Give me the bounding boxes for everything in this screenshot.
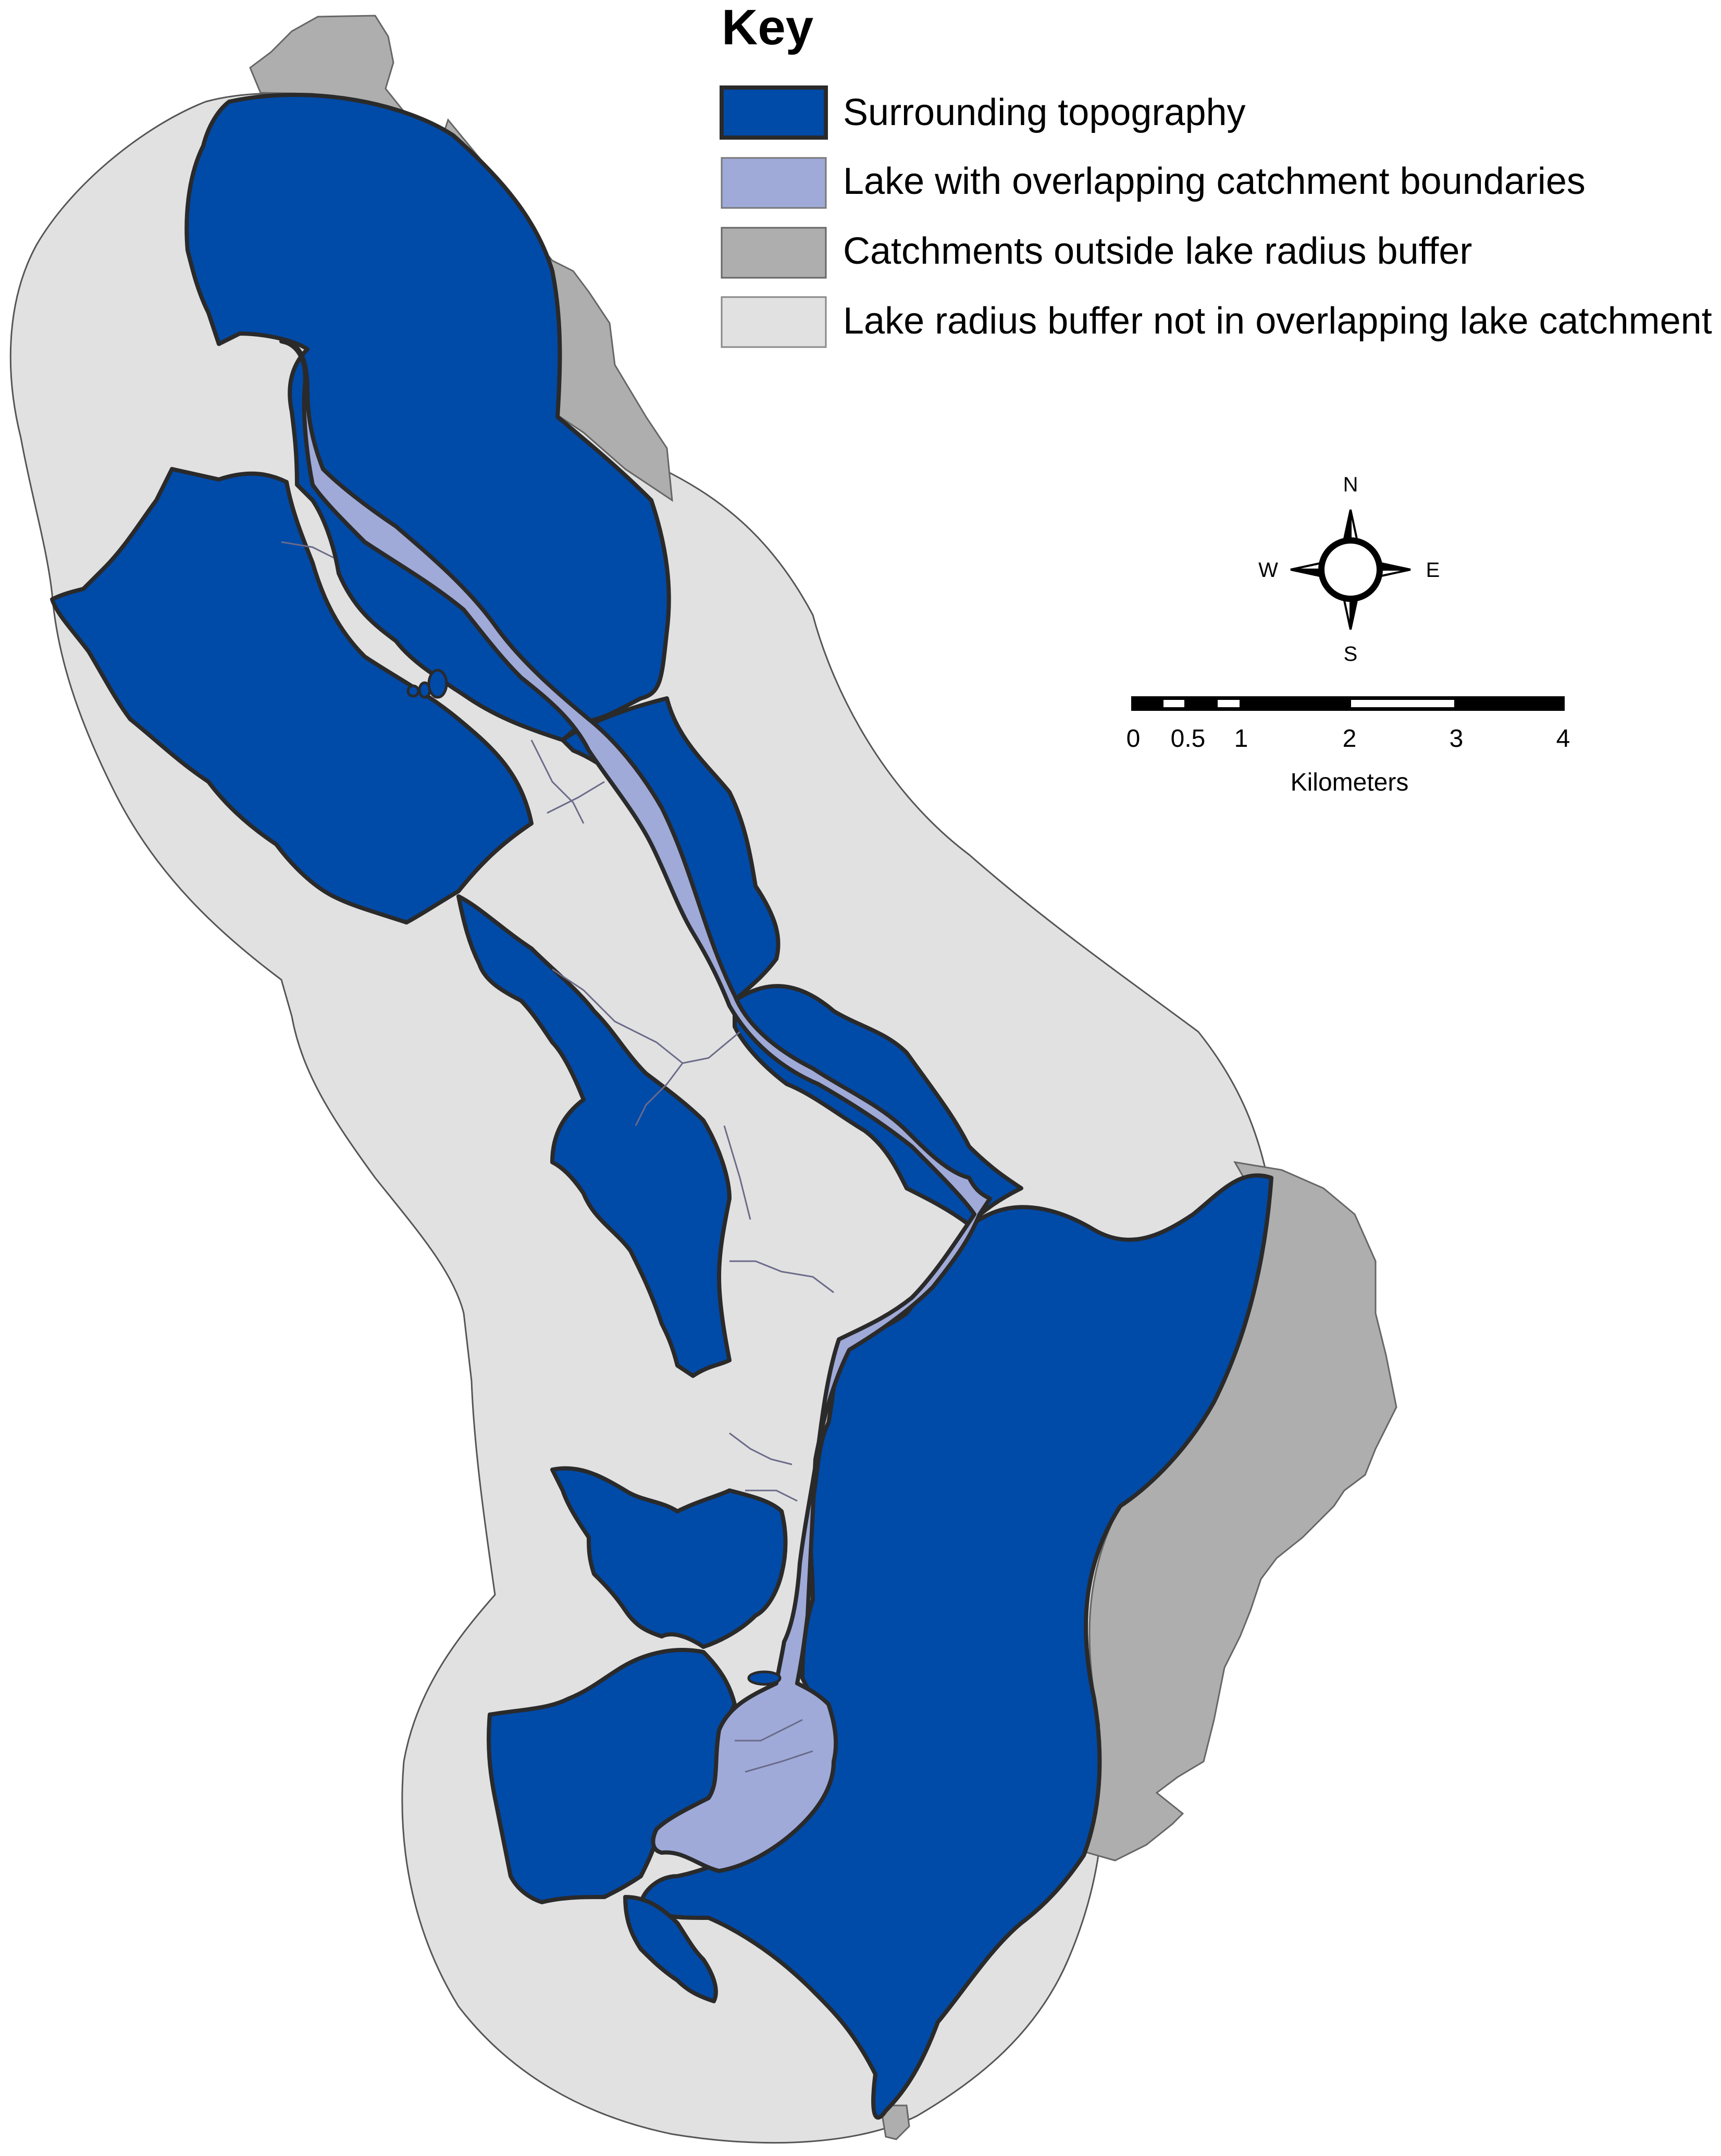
legend-swatch bbox=[721, 227, 827, 279]
compass-south-label: S bbox=[1344, 643, 1358, 666]
legend: Key Surrounding topography Lake with ove… bbox=[720, 0, 1712, 348]
topography-west bbox=[50, 467, 534, 925]
scale-tick-label: 0 bbox=[1126, 725, 1141, 753]
scale-tick-label: 3 bbox=[1450, 725, 1464, 753]
scale-unit-label: Kilometers bbox=[1291, 769, 1409, 796]
lake bbox=[279, 339, 992, 1873]
compass-east-label: E bbox=[1426, 559, 1440, 582]
topography-southwest-island bbox=[550, 1466, 788, 1649]
topography-west-middle bbox=[456, 894, 732, 1378]
legend-label: Lake with overlapping catchment boundari… bbox=[843, 161, 1586, 202]
compass-west-label: W bbox=[1258, 559, 1278, 582]
outside-catchment-south-tip bbox=[880, 2104, 910, 2140]
compass-ring-icon bbox=[1318, 537, 1383, 602]
north-arrow: N S E W bbox=[1258, 473, 1440, 666]
island-3 bbox=[427, 669, 448, 699]
legend-label: Lake radius buffer not in overlapping la… bbox=[843, 300, 1712, 342]
topography-east-middle bbox=[733, 984, 1023, 1227]
legend-title: Key bbox=[722, 0, 813, 55]
legend-item: Surrounding topography bbox=[720, 85, 1246, 140]
lake-internal-boundaries bbox=[281, 541, 834, 1773]
island-4 bbox=[747, 1670, 782, 1686]
legend-swatch bbox=[720, 85, 828, 140]
legend-item: Lake radius buffer not in overlapping la… bbox=[721, 296, 1712, 348]
scale-bar: 0 0.5 1 2 3 4 Kilometers bbox=[1126, 696, 1570, 796]
legend-swatch bbox=[721, 296, 827, 348]
legend-item: Lake with overlapping catchment boundari… bbox=[721, 157, 1586, 209]
legend-label: Catchments outside lake radius buffer bbox=[843, 230, 1472, 272]
legend-label: Surrounding topography bbox=[843, 92, 1246, 133]
compass-north-label: N bbox=[1343, 473, 1358, 496]
scale-tick-label: 4 bbox=[1556, 725, 1570, 753]
legend-swatch bbox=[721, 157, 827, 209]
scale-tick-label: 2 bbox=[1343, 725, 1357, 753]
island-1 bbox=[406, 684, 420, 698]
scale-tick-label: 1 bbox=[1234, 725, 1248, 753]
scale-tick-label: 0.5 bbox=[1171, 725, 1206, 753]
compass-arms-icon bbox=[1290, 509, 1411, 630]
legend-item: Catchments outside lake radius buffer bbox=[721, 227, 1472, 279]
topography-south-lobe bbox=[623, 1895, 718, 2003]
topography-north bbox=[184, 92, 671, 742]
lake-islands bbox=[406, 669, 782, 1686]
